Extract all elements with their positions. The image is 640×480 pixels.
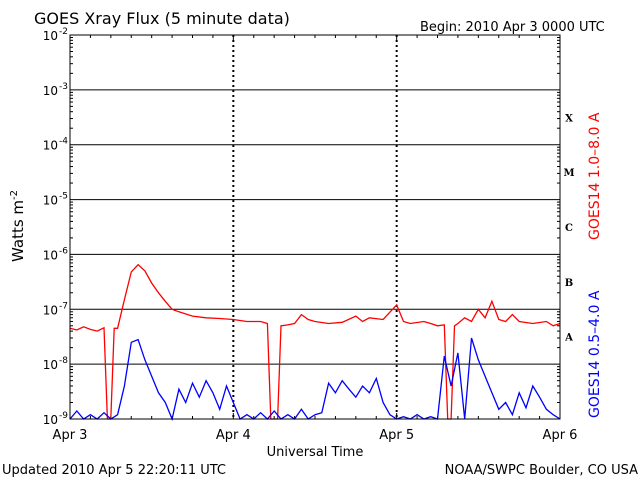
y-tick-label: 10 bbox=[43, 303, 58, 317]
y-tick-label: 10 bbox=[43, 139, 58, 153]
x-tick-label: Apr 3 bbox=[53, 428, 88, 443]
legend-long-channel: GOES14 1.0–8.0 A bbox=[587, 112, 603, 240]
y-axis-label-text: Watts m bbox=[9, 200, 27, 262]
flare-class-label: A bbox=[564, 333, 573, 344]
y-tick-label: 10 bbox=[43, 29, 58, 43]
source-credit: NOAA/SWPC Boulder, CO USA bbox=[445, 463, 638, 478]
y-tick-exponent: -8 bbox=[59, 356, 68, 366]
x-tick-label: Apr 5 bbox=[379, 428, 414, 443]
flare-class-label: B bbox=[565, 278, 573, 289]
y-tick-exponent: -4 bbox=[59, 137, 68, 147]
updated-timestamp: Updated 2010 Apr 5 22:20:11 UTC bbox=[2, 463, 226, 478]
flare-class-label: X bbox=[565, 113, 573, 124]
series-layer bbox=[69, 263, 561, 422]
y-tick-exponent: -2 bbox=[59, 27, 68, 37]
y-tick-exponent: -5 bbox=[59, 192, 68, 202]
y-tick-label: 10 bbox=[43, 358, 58, 372]
chart-title: GOES Xray Flux (5 minute data) bbox=[34, 9, 290, 28]
x-tick-labels: Apr 3 Apr 4 Apr 5 Apr 6 bbox=[53, 428, 578, 443]
y-tick-label: 10 bbox=[43, 194, 58, 208]
y-tick-exponent: -9 bbox=[59, 411, 68, 421]
legend-short-channel: GOES14 0.5–4.0 A bbox=[587, 290, 603, 418]
y-tick-labels: 10-910-810-710-610-510-410-310-2 bbox=[43, 27, 69, 427]
series-line-long-channel bbox=[69, 263, 561, 420]
grid-lines bbox=[69, 35, 561, 419]
y-tick-exponent: -3 bbox=[59, 82, 68, 92]
flare-class-label: C bbox=[565, 223, 573, 234]
x-tick-label: Apr 4 bbox=[216, 428, 251, 443]
y-tick-label: 10 bbox=[43, 84, 58, 98]
y-tick-label: 10 bbox=[43, 248, 58, 262]
plot-frame bbox=[69, 34, 561, 420]
series-line-short-channel bbox=[69, 337, 561, 422]
y-tick-label: 10 bbox=[43, 413, 58, 427]
x-tick-label: Apr 6 bbox=[543, 428, 578, 443]
y-axis-label: Watts m-2 bbox=[9, 190, 27, 262]
begin-date-label: Begin: 2010 Apr 3 0000 UTC bbox=[420, 20, 605, 35]
y-tick-exponent: -7 bbox=[59, 301, 68, 311]
y-axis-label-exponent: -2 bbox=[9, 190, 20, 200]
x-axis-label: Universal Time bbox=[267, 445, 364, 460]
flare-class-label: M bbox=[563, 168, 574, 179]
flare-class-labels: A B C M X bbox=[563, 113, 574, 343]
y-tick-exponent: -6 bbox=[59, 246, 68, 256]
